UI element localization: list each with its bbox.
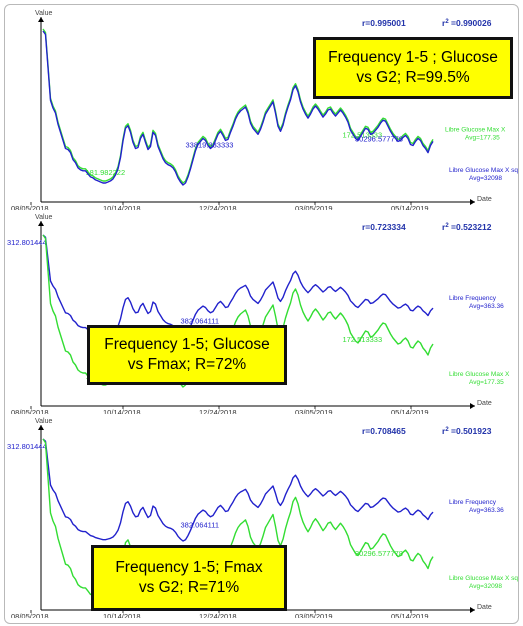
x-tick-label: 05/14/2019 bbox=[391, 612, 429, 618]
point-label: 181.982222 bbox=[86, 168, 126, 177]
annotation-2-line-2: vs Fmax; R=72% bbox=[127, 356, 247, 373]
x-axis-label: Date bbox=[477, 400, 492, 407]
r-squared-value: r2 =0.990026 bbox=[442, 18, 492, 28]
x-tick-label: 03/05/2019 bbox=[295, 204, 333, 210]
series-legend-avg: Avg=363.36 bbox=[469, 303, 504, 310]
annotation-1-line-2: vs G2; R=99.5% bbox=[356, 69, 470, 86]
x-tick-label: 12/24/2018 bbox=[199, 408, 237, 414]
x-tick-label: 10/14/2018 bbox=[103, 612, 141, 618]
point-label: 30296.577778 bbox=[355, 134, 403, 143]
figure-frame: Value Date 08/05/2018 10/14/2018 12/24/2018 0… bbox=[4, 4, 519, 624]
y-axis-label: Value bbox=[35, 10, 52, 17]
x-axis-label: Date bbox=[477, 196, 492, 203]
point-label: 312.801444 bbox=[7, 442, 47, 451]
point-label: 172.513333 bbox=[343, 130, 383, 139]
series-line bbox=[42, 234, 434, 338]
series-legend-avg: Avg=32098 bbox=[469, 583, 502, 590]
series-legend-name: Libre Glucose Max X square bbox=[449, 167, 518, 174]
annotation-2-line-1: Frequency 1-5; Glucose bbox=[104, 336, 270, 353]
chart-1-svg: Value Date 08/05/2018 10/14/2018 12/24/2018 0… bbox=[11, 10, 518, 210]
x-tick-label: 05/14/2019 bbox=[391, 204, 429, 210]
x-axis-label: Date bbox=[477, 604, 492, 611]
series-legend-avg: Avg=32098 bbox=[469, 175, 502, 182]
y-axis-label: Value bbox=[35, 214, 52, 221]
y-axis-arrow bbox=[38, 17, 44, 22]
point-label: 33819.333333 bbox=[186, 141, 234, 150]
x-tick-label: 12/24/2018 bbox=[199, 204, 237, 210]
series-legend-name: Libre Frequency bbox=[449, 295, 497, 302]
x-tick-label: 03/05/2019 bbox=[295, 612, 333, 618]
annotation-3-line-1: Frequency 1-5; Fmax bbox=[115, 559, 263, 576]
r-value: r=0.708465 bbox=[362, 426, 406, 436]
series-legend-name: Libre Glucose Max X bbox=[449, 371, 510, 378]
series-legend-name: Libre Frequency bbox=[449, 499, 497, 506]
x-tick-label: 08/05/2018 bbox=[11, 204, 49, 210]
r-squared-value: r2 =0.523212 bbox=[442, 222, 492, 232]
series-legend-name: Libre Glucose Max X square bbox=[449, 575, 518, 582]
chart-panel-3: Value Date 08/05/2018 10/14/2018 12/24/2018 0… bbox=[5, 413, 518, 618]
x-tick-label: 05/14/2019 bbox=[391, 408, 429, 414]
x-axis-arrow bbox=[470, 607, 475, 613]
r-value: r=0.723334 bbox=[362, 222, 406, 232]
annotation-3-line-2: vs G2; R=71% bbox=[138, 579, 240, 596]
y-axis-arrow bbox=[38, 425, 44, 430]
r-squared-value: r2 =0.501923 bbox=[442, 426, 492, 436]
chart-panel-2: Value Date 08/05/2018 10/14/2018 12/24/2018 0… bbox=[5, 209, 518, 414]
series-line bbox=[42, 28, 434, 184]
series-legend-avg: Avg=177.35 bbox=[465, 134, 500, 141]
point-label: 382.064111 bbox=[181, 316, 220, 325]
annotation-box-2: Frequency 1-5; Glucose vs Fmax; R=72% bbox=[87, 325, 287, 385]
y-axis-arrow bbox=[38, 221, 44, 226]
y-axis-label: Value bbox=[35, 418, 52, 425]
x-tick-label: 08/05/2018 bbox=[11, 408, 49, 414]
x-tick-label: 12/24/2018 bbox=[199, 612, 237, 618]
point-label: 312.801444 bbox=[7, 238, 47, 247]
series-line bbox=[42, 438, 434, 542]
series-legend-avg: Avg=177.35 bbox=[469, 379, 504, 386]
point-label: 172.513333 bbox=[343, 335, 383, 344]
x-tick-label: 10/14/2018 bbox=[103, 204, 141, 210]
x-axis-arrow bbox=[470, 403, 475, 409]
x-axis-arrow bbox=[470, 199, 475, 205]
x-tick-label: 03/05/2019 bbox=[295, 408, 333, 414]
series-legend-avg: Avg=363.36 bbox=[469, 507, 504, 514]
x-tick-label: 10/14/2018 bbox=[103, 408, 141, 414]
x-tick-label: 08/05/2018 bbox=[11, 612, 49, 618]
point-label: 30296.577778 bbox=[355, 549, 403, 558]
r-value: r=0.995001 bbox=[362, 18, 406, 28]
series-legend-name: Libre Glucose Max X bbox=[445, 126, 506, 133]
chart-panel-1: Value Date 08/05/2018 10/14/2018 12/24/2018 0… bbox=[5, 5, 518, 210]
annotation-box-3: Frequency 1-5; Fmax vs G2; R=71% bbox=[91, 545, 287, 611]
annotation-box-1: Frequency 1-5 ; Glucose vs G2; R=99.5% bbox=[313, 37, 513, 99]
point-label: 382.064111 bbox=[181, 520, 220, 529]
annotation-1-line-1: Frequency 1-5 ; Glucose bbox=[328, 49, 498, 66]
series-line bbox=[42, 30, 434, 186]
